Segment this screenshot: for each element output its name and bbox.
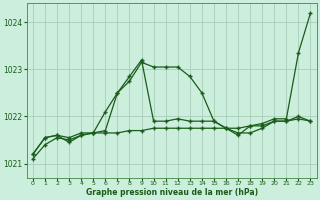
X-axis label: Graphe pression niveau de la mer (hPa): Graphe pression niveau de la mer (hPa): [86, 188, 258, 197]
